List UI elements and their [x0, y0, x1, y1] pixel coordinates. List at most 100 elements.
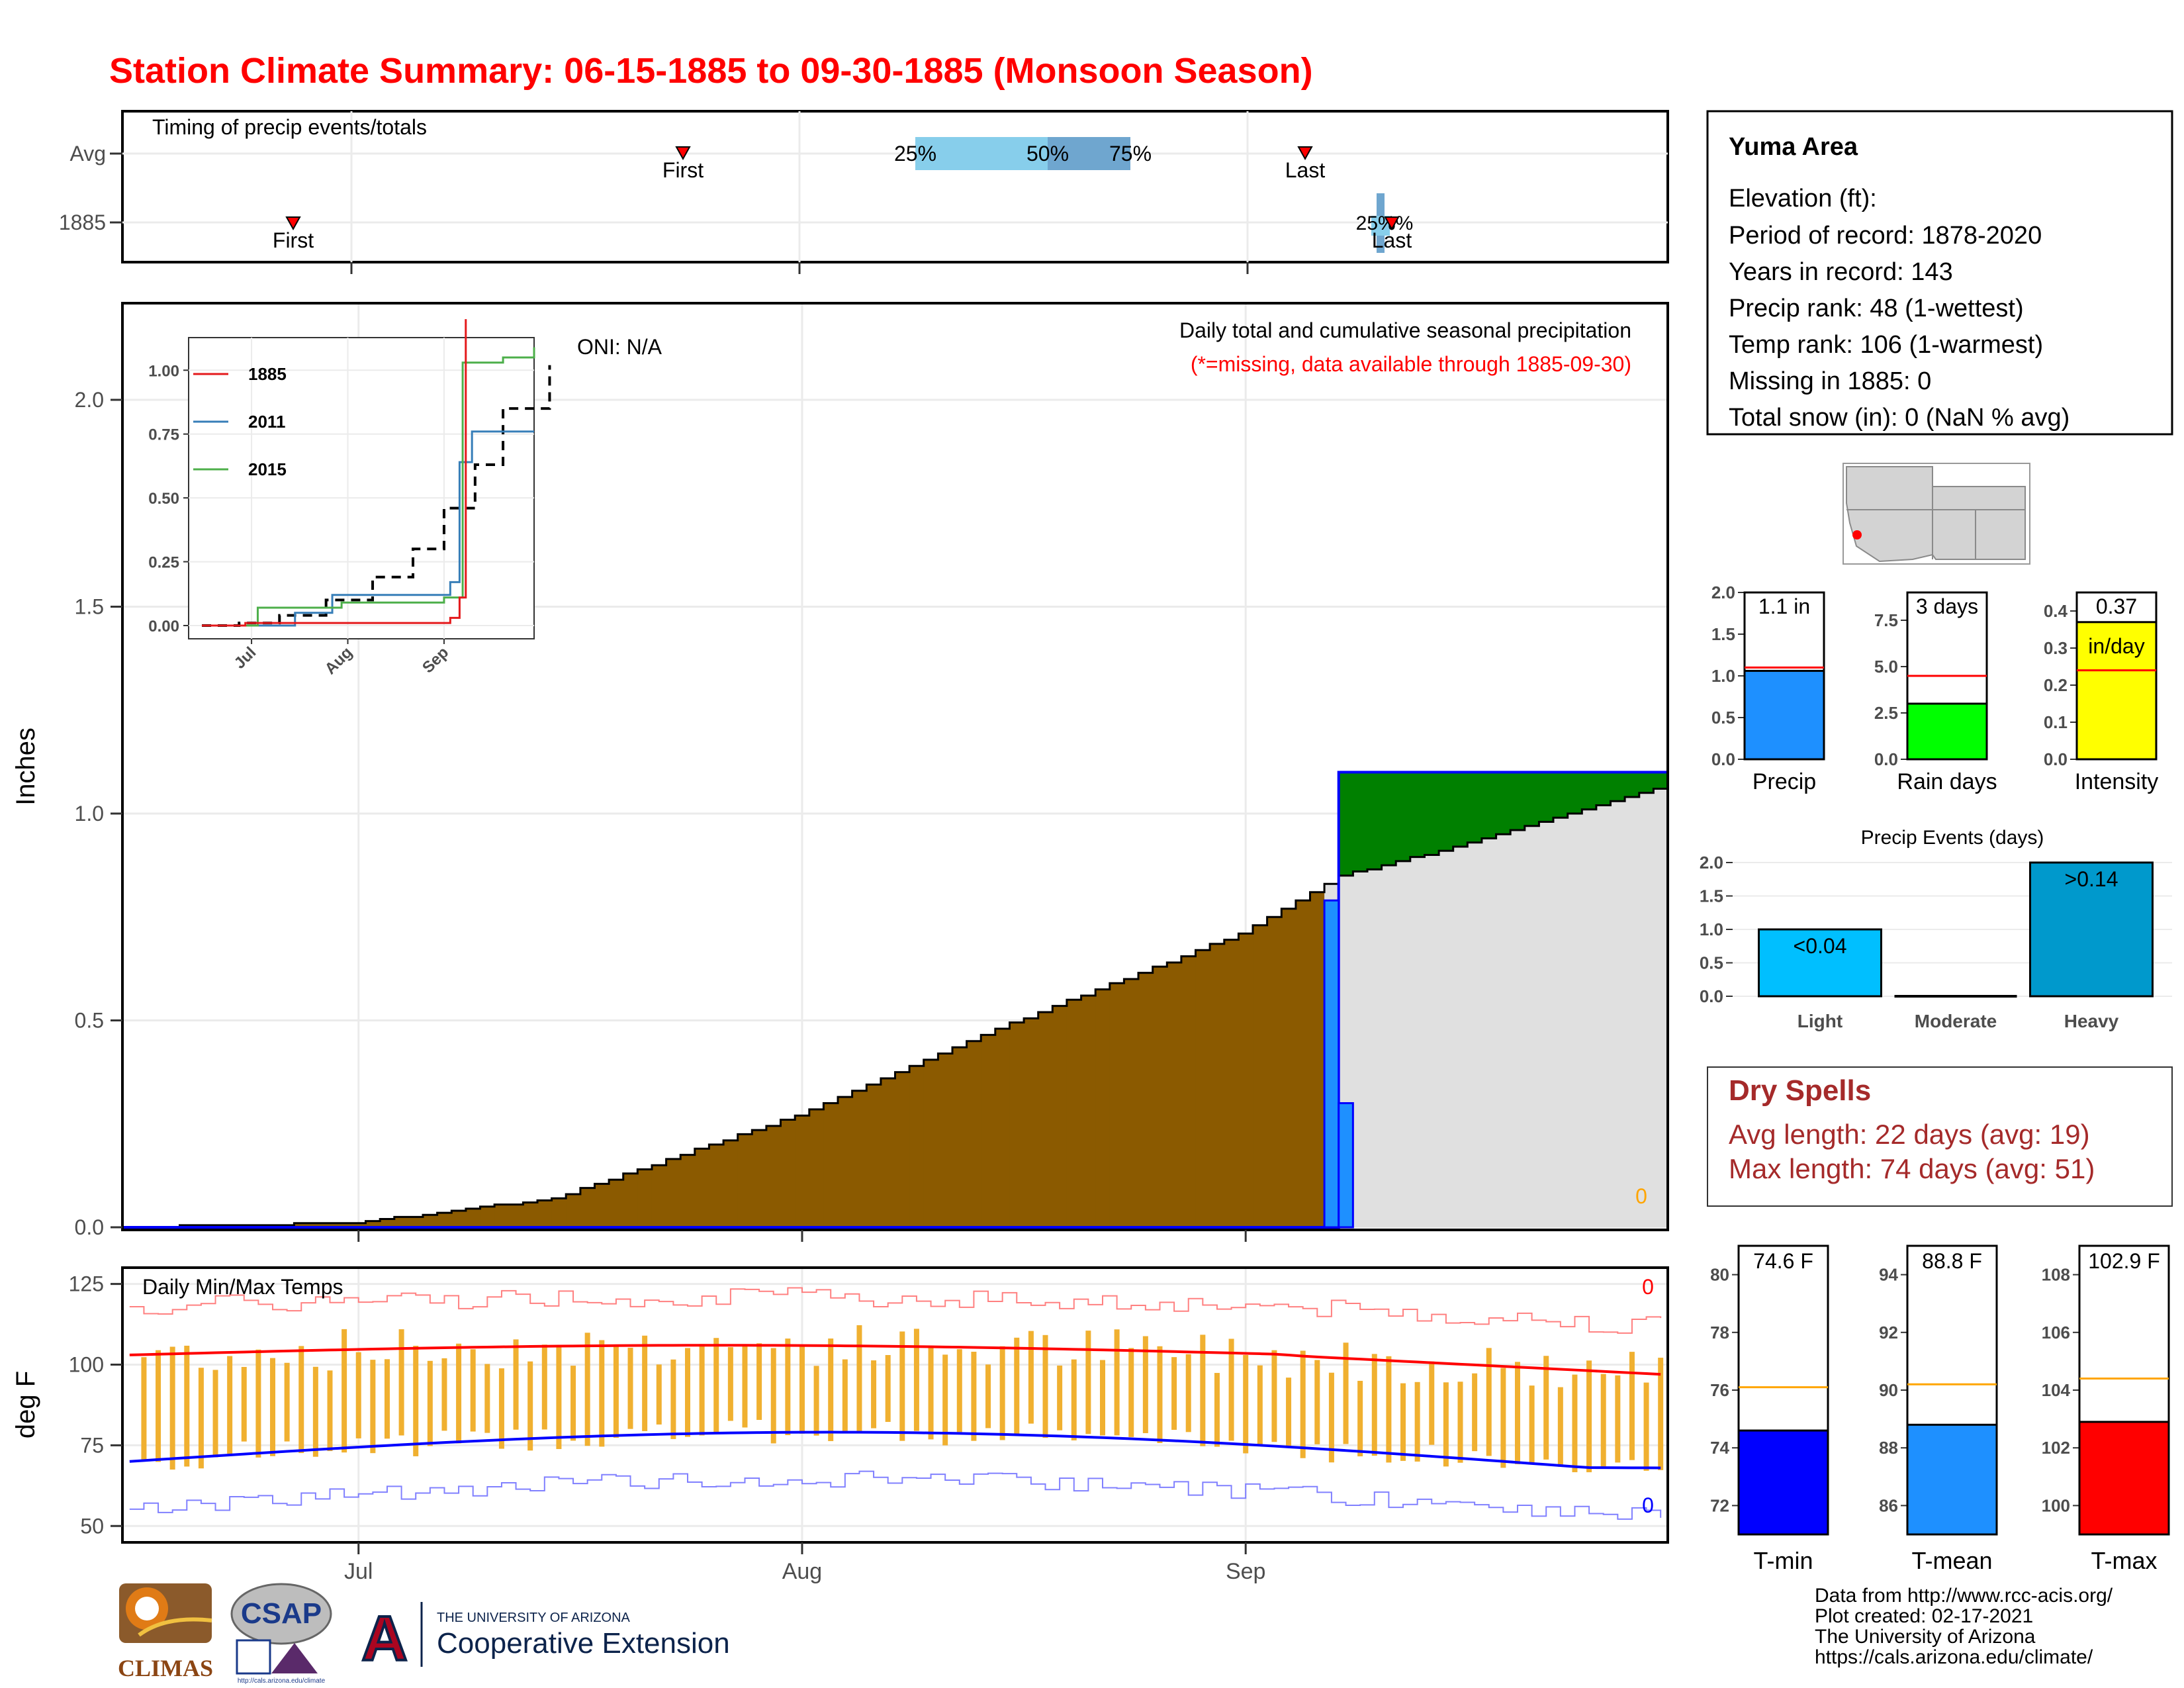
deficit-area-segment — [981, 1035, 996, 1227]
daily-temp-bar — [355, 1352, 361, 1438]
normal-area-segment — [1553, 818, 1569, 1227]
daily-temp-bar — [1300, 1350, 1306, 1458]
daily-temp-bar — [1114, 1329, 1120, 1436]
daily-temp-bar — [842, 1359, 848, 1432]
rain_days-category-label: Rain days — [1897, 769, 1997, 794]
inset-y-tick-label: 0.25 — [148, 554, 179, 572]
precip-missing-count: 0 — [1635, 1184, 1647, 1208]
events-y-tick-label: 0.5 — [1700, 953, 1723, 973]
daily-temp-bar — [312, 1366, 318, 1457]
daily-temp-bar — [1271, 1350, 1277, 1442]
daily-temp-bar — [1228, 1338, 1234, 1441]
temp-y-tick-label: 100 — [69, 1353, 104, 1377]
tmin-category-label: T-min — [1754, 1547, 1813, 1574]
temp-range-bars — [141, 1325, 1664, 1473]
daily-temp-bar — [913, 1329, 919, 1431]
legend-label-2011: 2011 — [248, 412, 285, 432]
avg-p50-p75-box — [1048, 137, 1130, 170]
daily-precip-bar — [1323, 899, 1340, 1229]
daily-temp-bar — [527, 1361, 533, 1451]
daily-temp-bar — [1629, 1352, 1635, 1460]
normal-area-segment — [1567, 814, 1582, 1227]
daily-temp-bar — [270, 1358, 276, 1456]
normal-area-segment — [1367, 869, 1383, 1227]
daily-temp-bar — [441, 1358, 447, 1431]
daily-temp-bar — [899, 1331, 905, 1441]
deficit-area-segment — [637, 1169, 653, 1227]
deficit-area-segment — [351, 1223, 367, 1227]
daily-temp-bar — [1400, 1383, 1406, 1461]
credit-line-2: Plot created: 02-17-2021 — [1815, 1605, 2033, 1627]
daily-temp-bar — [599, 1340, 605, 1447]
events-y-tick-label: 1.5 — [1700, 886, 1723, 906]
deficit-area-segment — [551, 1198, 567, 1227]
events-category-label: Light — [1797, 1011, 1843, 1031]
deficit-area-segment — [1095, 989, 1111, 1227]
avg-last-label: Last — [1285, 158, 1326, 182]
daily-temp-bar — [1286, 1378, 1292, 1448]
deficit-area-segment — [1109, 983, 1125, 1227]
precip-areas — [122, 771, 1668, 1229]
temp-x-ticks: Jul Aug Sep — [344, 1542, 1265, 1584]
station-name: Yuma Area — [1729, 133, 1858, 161]
daily-temp-bar — [828, 1338, 834, 1442]
daily-temp-bar — [1658, 1358, 1664, 1470]
rain_days-value-label: 3 days — [1916, 594, 1978, 618]
daily-temp-bar — [227, 1356, 233, 1454]
tmax-value-label: 102.9 F — [2088, 1249, 2160, 1273]
rain_days-y-tick-label: 2.5 — [1874, 703, 1898, 723]
normal-area-segment — [1467, 842, 1482, 1227]
precip-panel-border — [121, 302, 1669, 1231]
precip-y-tick-label: 2.0 — [1711, 583, 1735, 602]
tmean-value-label: 88.8 F — [1922, 1249, 1982, 1273]
tmax-category-label: T-max — [2091, 1547, 2157, 1574]
precip-panel: 0.0 0.5 1.0 1.5 2.0 Inches Daily total and c… — [11, 302, 1669, 1242]
normal-area-segment — [1381, 865, 1396, 1227]
deficit-area-segment — [451, 1211, 467, 1227]
surplus-area-segment — [1653, 772, 1668, 789]
avg-last-marker — [1297, 146, 1313, 161]
info-line-years: Years in record: 143 — [1729, 258, 1953, 286]
timing-panel-label: Timing of precip events/totals — [152, 115, 427, 139]
tmin-missing-count: 0 — [1642, 1493, 1654, 1517]
deficit-area-segment — [709, 1145, 724, 1227]
daily-temp-bar — [627, 1347, 633, 1429]
climas-logo-text: CLIMAS — [118, 1655, 213, 1681]
daily-temp-bar — [141, 1357, 147, 1461]
surplus-area-segment — [1582, 772, 1597, 810]
normal-area-segment — [1539, 821, 1554, 1227]
tmax-y-tick-label: 102 — [2042, 1438, 2070, 1458]
deficit-area-segment — [566, 1194, 581, 1227]
deficit-area-segment — [1281, 908, 1297, 1227]
precip-y-axis-label: Inches — [11, 727, 40, 806]
surplus-area-segment — [1625, 772, 1640, 797]
cumulative-observed-line — [122, 771, 1668, 1229]
inset-line-2011 — [202, 430, 534, 627]
daily-temp-bar — [1557, 1387, 1563, 1467]
deficit-area-segment — [465, 1208, 481, 1227]
deficit-area-segment — [809, 1109, 824, 1227]
daily-temp-bar — [699, 1344, 705, 1436]
normal-area-segment — [1410, 857, 1426, 1227]
deficit-area-segment — [437, 1213, 452, 1227]
daily-temp-bar — [1586, 1360, 1592, 1473]
daily-temp-bar — [198, 1368, 204, 1469]
climas-logo: CLIMAS — [118, 1583, 213, 1681]
daily-temp-bar — [1357, 1380, 1363, 1457]
surplus-area-segment — [1553, 772, 1569, 818]
avg-p50-label: 50% — [1026, 142, 1069, 165]
precip-y-tick-label: 0.0 — [75, 1215, 104, 1239]
mini-intensity-chart: 0.0 0.1 0.2 0.3 0.4 0.37 in/day Intensity — [2044, 591, 2158, 794]
daily-temp-bar — [556, 1346, 562, 1450]
locator-map — [1843, 463, 2030, 565]
avg-first-marker — [675, 146, 691, 161]
deficit-area-segment — [1066, 1000, 1082, 1227]
daily-temp-bar — [770, 1348, 776, 1444]
deficit-area-segment — [594, 1184, 610, 1227]
daily-temp-bar — [656, 1364, 662, 1425]
deficit-area-segment — [780, 1119, 796, 1227]
deficit-area-segment — [895, 1072, 910, 1227]
events-bar-heavy — [2029, 861, 2154, 998]
surplus-area-segment — [1439, 772, 1454, 851]
